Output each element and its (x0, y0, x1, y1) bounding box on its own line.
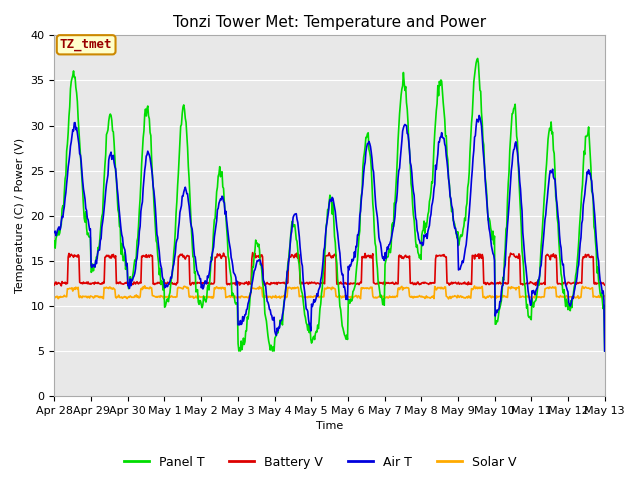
Air T (51, 229, 58, 235)
Solar V (413, 294, 421, 300)
Air T (397, 156, 404, 161)
Battery V (249, 250, 257, 255)
Air T (413, 217, 420, 223)
Legend: Panel T, Battery V, Air T, Solar V: Panel T, Battery V, Air T, Solar V (118, 451, 522, 474)
Air T (476, 113, 483, 119)
Line: Battery V: Battery V (54, 252, 605, 286)
Air T (117, 226, 125, 232)
Text: TZ_tmet: TZ_tmet (60, 38, 113, 51)
Line: Air T: Air T (54, 116, 605, 351)
Solar V (174, 285, 182, 291)
Battery V (58, 283, 65, 289)
Panel T (413, 242, 421, 248)
Solar V (397, 284, 405, 290)
Line: Solar V: Solar V (54, 286, 605, 299)
Panel T (117, 251, 125, 257)
Panel T (61, 189, 68, 195)
Battery V (174, 280, 182, 286)
Y-axis label: Temperature (C) / Power (V): Temperature (C) / Power (V) (15, 138, 25, 293)
Air T (601, 348, 609, 354)
Panel T (51, 238, 58, 244)
Air T (173, 237, 180, 243)
Battery V (601, 282, 609, 288)
Solar V (445, 296, 452, 302)
Panel T (173, 199, 180, 204)
Solar V (117, 295, 125, 300)
Battery V (414, 279, 422, 285)
Air T (202, 280, 210, 286)
Battery V (203, 280, 211, 286)
Panel T (235, 348, 243, 354)
Panel T (397, 92, 405, 98)
Solar V (51, 296, 58, 301)
Solar V (203, 295, 211, 301)
Battery V (118, 281, 125, 287)
X-axis label: Time: Time (316, 421, 343, 432)
Panel T (202, 299, 210, 305)
Panel T (474, 56, 481, 61)
Air T (61, 204, 68, 209)
Battery V (51, 282, 58, 288)
Solar V (61, 292, 68, 298)
Title: Tonzi Tower Met: Temperature and Power: Tonzi Tower Met: Temperature and Power (173, 15, 486, 30)
Battery V (61, 279, 69, 285)
Solar V (141, 283, 148, 288)
Battery V (398, 255, 406, 261)
Solar V (601, 293, 609, 299)
Panel T (601, 348, 609, 354)
Line: Panel T: Panel T (54, 59, 605, 351)
